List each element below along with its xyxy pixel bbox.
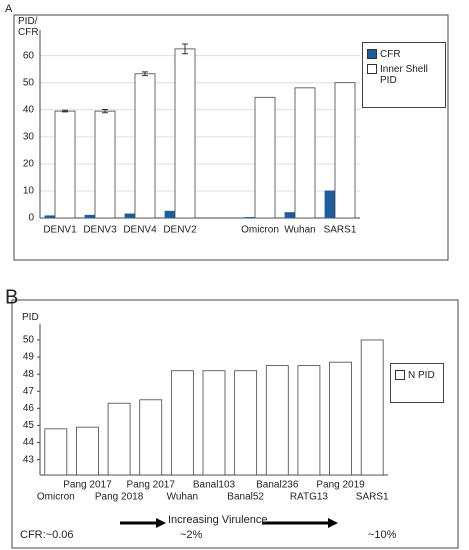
bar <box>164 210 176 219</box>
x-tick-label: RATG13 <box>290 492 329 503</box>
legend-label: CFR <box>380 49 401 60</box>
annotation: Increasing Virulence <box>168 514 267 526</box>
y-tick-label: 0 <box>28 213 34 224</box>
y-tick-label: 47 <box>23 386 35 397</box>
panel-label: B <box>5 286 18 308</box>
x-tick-label: Wuhan <box>284 225 316 236</box>
x-tick-label: DENV1 <box>43 225 77 236</box>
bar <box>334 82 356 219</box>
x-tick-label: DENV4 <box>123 225 157 236</box>
legend-label: N PID <box>408 370 435 381</box>
legend-swatch <box>395 370 405 380</box>
x-tick-label: Pang 2018 <box>95 492 144 503</box>
y-tick-label: 46 <box>23 403 35 414</box>
bar <box>134 73 156 219</box>
bar <box>265 365 289 476</box>
error-bar <box>182 43 188 55</box>
x-tick-label: Banal52 <box>227 492 264 503</box>
x-tick-label: Omicron <box>37 492 75 503</box>
bar <box>174 48 196 219</box>
legend-entry: CFR <box>367 49 441 60</box>
x-tick-label: Pang 2017 <box>63 480 112 491</box>
bar <box>234 370 258 476</box>
arrow-head <box>328 518 338 528</box>
bar <box>254 96 276 219</box>
legend: N PID <box>390 363 444 403</box>
y-tick-label: 48 <box>23 369 35 380</box>
bar <box>297 365 321 476</box>
y-tick-label: 20 <box>23 159 35 170</box>
annotation: CFR:~0.06 <box>20 529 74 541</box>
annotation: ~10% <box>368 529 397 541</box>
x-tick-label: SARS1 <box>324 225 357 236</box>
panel-a-frame <box>13 14 449 261</box>
y-tick-label: 50 <box>23 335 35 346</box>
x-tick-label: SARS1 <box>356 492 389 503</box>
bar <box>294 87 316 219</box>
y-tick-label: 45 <box>23 420 35 431</box>
bar <box>170 370 194 476</box>
legend-swatch <box>367 49 377 59</box>
bar <box>84 214 96 219</box>
legend-entry: N PID <box>395 370 439 381</box>
error-bar <box>102 108 108 114</box>
x-tick-label: Pang 2017 <box>127 480 176 491</box>
legend-label: Inner Shell PID <box>380 64 428 86</box>
x-tick-label: DENV2 <box>163 225 197 236</box>
bar <box>284 212 296 219</box>
bar <box>202 370 226 476</box>
x-tick-label: Omicron <box>241 225 279 236</box>
bar <box>324 190 336 219</box>
y-tick-label: 40 <box>23 104 35 115</box>
panel-label: A <box>5 3 13 15</box>
x-tick-label: Banal103 <box>193 480 236 491</box>
legend-swatch <box>367 64 377 74</box>
annotation: ~2% <box>180 529 203 541</box>
bar <box>54 110 76 219</box>
x-tick-label: Banal236 <box>256 480 299 491</box>
error-bar <box>142 71 148 77</box>
y-tick-label: 10 <box>23 186 35 197</box>
error-bar <box>62 109 68 113</box>
y-tick-label: 60 <box>23 50 35 61</box>
bar <box>244 217 256 219</box>
y-tick-label: 30 <box>23 131 35 142</box>
legend-entry: Inner Shell PID <box>367 64 441 86</box>
legend: CFR Inner Shell PID <box>362 42 446 108</box>
bar <box>139 399 163 476</box>
bar <box>107 402 131 476</box>
bar <box>44 428 68 476</box>
y-tick-label: 44 <box>23 437 35 448</box>
x-tick-label: Wuhan <box>167 492 199 503</box>
bar <box>360 339 384 476</box>
y-axis-label: PID/ CFR <box>18 16 39 38</box>
x-tick-label: Pang 2019 <box>316 480 365 491</box>
bar <box>76 426 99 476</box>
bar <box>94 110 116 219</box>
x-tick-label: DENV3 <box>83 225 117 236</box>
y-tick-label: 50 <box>23 77 35 88</box>
bar <box>329 361 352 476</box>
bar <box>44 215 56 219</box>
y-axis-label: PID <box>22 312 39 323</box>
y-tick-label: 43 <box>23 454 35 465</box>
panel-b-frame <box>11 299 459 549</box>
bar <box>124 213 136 219</box>
y-tick-label: 49 <box>23 352 35 363</box>
arrow-head <box>156 518 166 528</box>
